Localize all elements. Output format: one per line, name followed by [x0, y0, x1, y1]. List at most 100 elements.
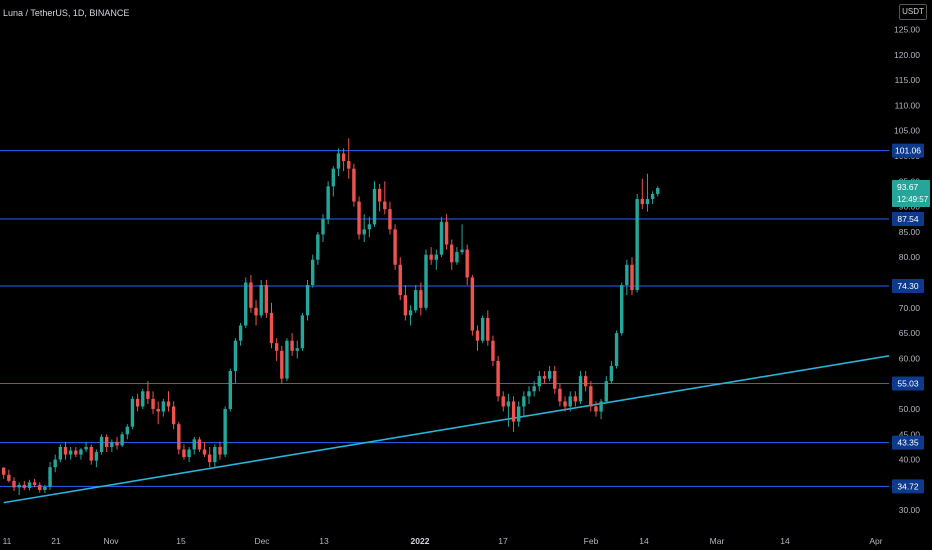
candle: [58, 444, 63, 463]
level-badge-background: [892, 479, 924, 494]
candle: [166, 391, 171, 412]
candle: [130, 396, 135, 430]
time-tick-label: 14: [639, 536, 649, 546]
candle-body: [517, 406, 521, 422]
price-tick-label: 45.00: [899, 429, 921, 439]
candle-body: [84, 446, 88, 450]
candle-body: [94, 452, 99, 461]
candle-body: [213, 446, 217, 463]
candle: [151, 391, 155, 415]
candle: [316, 231, 320, 265]
candle-body: [547, 371, 552, 379]
candle: [48, 462, 52, 490]
candle-body: [444, 221, 449, 245]
candle: [259, 279, 263, 318]
level-badge-label: 55.03: [897, 379, 919, 389]
candle: [17, 482, 21, 496]
candle-body: [187, 449, 191, 458]
candle: [650, 191, 655, 205]
price-tick-label: 70.00: [899, 303, 921, 313]
time-axis[interactable]: 11 21 Nov 15 Dec 13 2022 17 Feb 14 Mar 14 Apr: [3, 536, 883, 546]
candle: [367, 216, 372, 237]
price-tick-label: 115.00: [895, 75, 921, 85]
candle-body: [336, 153, 341, 169]
candle: [475, 325, 480, 351]
candle-body: [269, 312, 274, 344]
candle: [202, 441, 207, 458]
candle-body: [614, 333, 619, 366]
candle-body: [238, 325, 243, 341]
candle: [12, 477, 16, 491]
candle-body: [326, 186, 330, 220]
price-axis[interactable]: 125.00120.00115.00110.00105.00100.0095.0…: [889, 0, 932, 550]
candle-body: [125, 426, 129, 435]
candle-body: [254, 307, 258, 316]
candle: [182, 444, 186, 460]
candle-body: [589, 386, 593, 407]
price-tick-label: 30.00: [899, 505, 921, 515]
candle: [197, 436, 202, 453]
level-badge-label: 43.35: [897, 438, 919, 448]
candle-body: [496, 360, 500, 397]
trendline[interactable]: [3, 349, 926, 504]
candle-body: [22, 484, 26, 488]
candle: [645, 173, 650, 212]
price-tick-label: 105.00: [894, 126, 920, 136]
candle-body: [316, 234, 320, 260]
candle: [377, 183, 382, 212]
candle: [146, 381, 150, 404]
candle-body: [414, 290, 418, 311]
candle-body: [38, 484, 42, 490]
candle-body: [372, 188, 377, 225]
candle: [2, 467, 6, 479]
candle: [79, 447, 83, 460]
candle: [285, 338, 289, 382]
candle: [141, 388, 145, 409]
candle-body: [182, 449, 186, 458]
price-tick-label: 125.00: [894, 25, 920, 35]
candle: [470, 274, 475, 336]
candle: [208, 446, 212, 468]
candle: [331, 166, 335, 197]
candle-body: [300, 315, 305, 349]
candle: [419, 282, 423, 316]
candle-body: [7, 474, 11, 481]
candle: [429, 247, 433, 265]
candle: [347, 138, 351, 179]
candle-body: [573, 396, 578, 402]
candle-body: [656, 188, 660, 194]
currency-button[interactable]: USDT: [899, 4, 927, 20]
candle-body: [645, 199, 650, 205]
candle: [244, 277, 248, 329]
candle-body: [470, 277, 475, 331]
candle: [537, 371, 541, 392]
candle-body: [583, 376, 588, 387]
candle-body: [58, 446, 63, 460]
candle-body: [357, 201, 361, 235]
candle-body: [161, 401, 166, 412]
candle-body: [177, 424, 181, 450]
candle: [249, 274, 253, 313]
candle-body: [79, 449, 83, 455]
candle-body: [352, 168, 356, 202]
candle: [264, 279, 269, 318]
candle: [465, 244, 469, 286]
last-price-badge: 93.67 12:49:57: [892, 180, 930, 208]
candle-body: [74, 450, 78, 455]
candle: [547, 365, 552, 382]
candle: [254, 300, 258, 326]
candle: [295, 340, 299, 359]
candlesticks: [2, 138, 660, 496]
candle-body: [2, 467, 6, 475]
candle-body: [208, 454, 212, 463]
time-tick-label: Mar: [710, 536, 725, 546]
candle-body: [578, 376, 583, 402]
candle-body: [362, 229, 366, 235]
candle-body: [450, 244, 454, 263]
candle-body: [630, 264, 634, 291]
candle-body: [110, 441, 114, 447]
candle: [362, 214, 366, 243]
time-tick-label: Feb: [584, 536, 599, 546]
last-price-badge-background: [892, 180, 930, 208]
